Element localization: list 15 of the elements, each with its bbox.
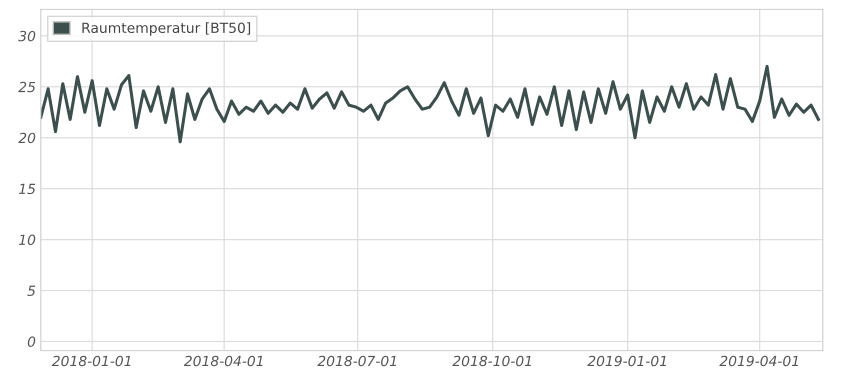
y-tick-label: 5 xyxy=(27,286,36,296)
legend-label: Raumtemperatur [BT50] xyxy=(82,22,250,36)
y-tick-label: 20 xyxy=(18,132,36,144)
y-tick-label: 10 xyxy=(18,234,36,246)
y-tick-label: 15 xyxy=(18,184,36,194)
x-tick-label: 2019-04-01 xyxy=(719,356,798,366)
x-tick-label: 2018-04-01 xyxy=(184,356,262,366)
x-tick-label: 2018-01-01 xyxy=(52,356,130,366)
y-tick-label: 30 xyxy=(18,30,36,42)
x-tick-label: 2019-01-01 xyxy=(587,356,666,366)
y-tick-label: 0 xyxy=(28,336,36,347)
line-series xyxy=(40,64,820,144)
x-tick-label: 2018-10-01 xyxy=(452,356,531,366)
x-tick-label: 2018-07-01 xyxy=(317,356,396,366)
y-tick-label: 25 xyxy=(18,82,36,92)
